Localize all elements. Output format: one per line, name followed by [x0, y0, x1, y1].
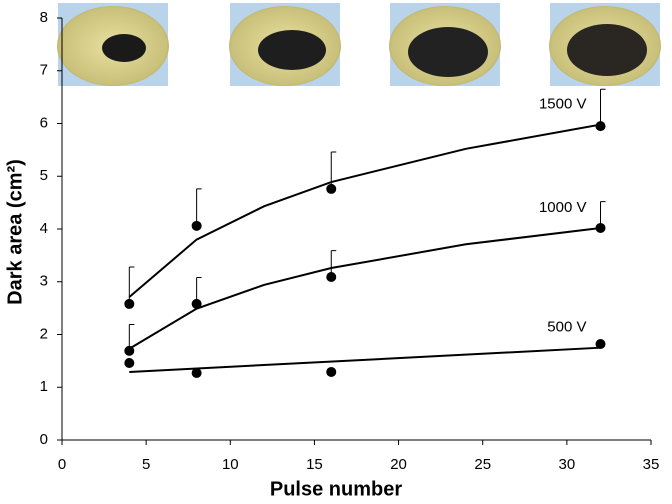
data-point [124, 357, 135, 368]
x-tick-label: 0 [58, 456, 66, 473]
y-tick-label: 6 [40, 114, 48, 131]
trend-line [129, 346, 601, 373]
y-axis-title: Dark area (cm²) [4, 159, 26, 305]
data-point [326, 183, 337, 194]
y-tick-label: 1 [40, 378, 48, 395]
trend-line [128, 226, 601, 350]
x-tick-label: 35 [643, 456, 660, 473]
x-tick-label: 20 [390, 456, 407, 473]
y-tick-label: 5 [40, 167, 48, 184]
series-label: 1000 V [539, 199, 587, 216]
photo [57, 3, 169, 86]
series-label: 500 V [547, 319, 586, 336]
data-point [595, 222, 606, 233]
error-bar [196, 188, 202, 226]
data-point [326, 272, 337, 283]
y-tick-label: 0 [40, 431, 48, 448]
x-axis-title: Pulse number [270, 478, 402, 500]
photo [389, 3, 501, 86]
data-point [191, 368, 202, 379]
data-point [124, 345, 135, 356]
y-tick-label: 2 [40, 325, 48, 342]
x-tick-label: 5 [142, 456, 150, 473]
data-point [326, 366, 337, 377]
error-bar [600, 88, 606, 127]
photo [549, 3, 661, 86]
data-point [124, 298, 135, 309]
data-point [595, 121, 606, 132]
data-point [191, 298, 202, 309]
x-tick-label: 10 [222, 456, 239, 473]
x-tick-label: 25 [474, 456, 491, 473]
data-point [595, 338, 606, 349]
error-bar [128, 266, 135, 304]
x-tick-label: 15 [306, 456, 323, 473]
photo [229, 3, 341, 86]
x-tick-label: 30 [559, 456, 576, 473]
trend-line [128, 123, 601, 298]
y-tick-label: 3 [40, 273, 48, 290]
y-tick-label: 8 [40, 9, 48, 26]
y-tick-label: 7 [40, 62, 48, 79]
error-bar [330, 151, 337, 189]
y-tick-label: 4 [40, 220, 48, 237]
data-point [191, 220, 202, 231]
series-label: 1500 V [539, 96, 587, 113]
